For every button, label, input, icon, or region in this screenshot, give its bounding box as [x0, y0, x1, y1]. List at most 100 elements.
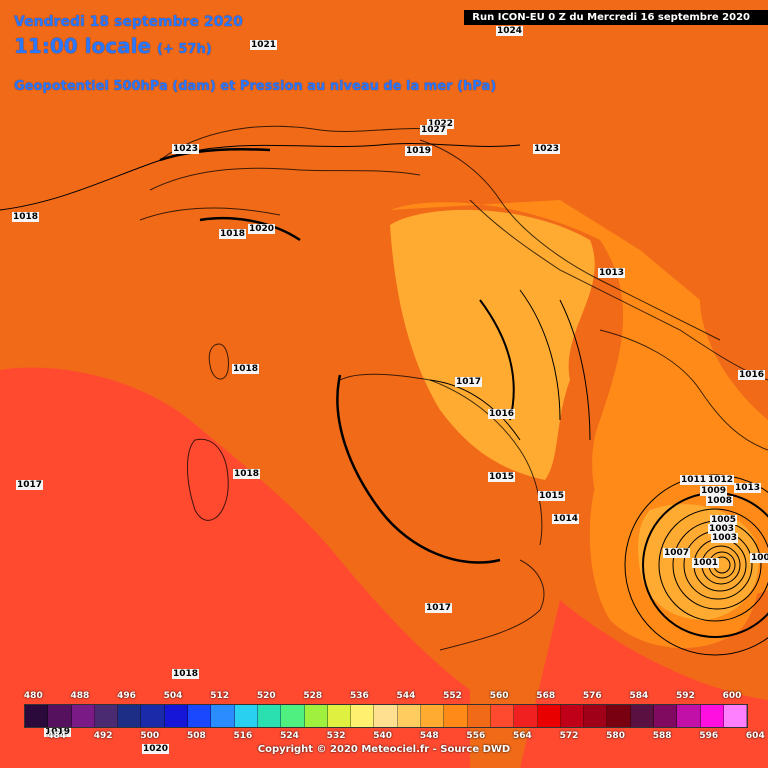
- legend-swatch: [141, 705, 165, 727]
- legend-tick-upper: 496: [117, 691, 136, 701]
- run-info: Run ICON-EU 0 Z du Mercredi 16 septembre…: [464, 10, 768, 25]
- legend-tick-lower: 508: [186, 731, 206, 741]
- pressure-label: 1021: [250, 40, 278, 50]
- pressure-label: 1016: [738, 370, 766, 380]
- legend-tick-lower: 524: [280, 731, 299, 741]
- legend-swatch: [700, 705, 724, 727]
- legend-tick-lower: 492: [93, 731, 113, 741]
- pressure-label: 1007: [663, 548, 691, 558]
- pressure-label: 1018: [12, 212, 40, 222]
- pressure-label: 1018: [233, 469, 261, 479]
- pressure-label: 1011: [680, 475, 708, 485]
- legend-tick-upper: 512: [210, 691, 230, 701]
- pressure-label: 1015: [488, 472, 516, 482]
- pressure-label: 1017: [16, 480, 44, 490]
- legend-swatch: [467, 705, 491, 727]
- legend-tick-upper: 520: [256, 691, 276, 701]
- legend-swatch: [25, 705, 49, 727]
- legend-swatch: [281, 705, 305, 727]
- pressure-label: 1018: [219, 229, 247, 239]
- local-time: 11:00 locale: [14, 34, 151, 58]
- pressure-label: 1024: [496, 26, 524, 36]
- legend-swatch: [48, 705, 72, 727]
- band-568-light: [390, 209, 595, 481]
- legend-tick-upper: 560: [489, 691, 509, 701]
- forecast-offset: (+ 57h): [157, 42, 212, 57]
- legend-swatch: [537, 705, 561, 727]
- pressure-label: 1006: [750, 553, 768, 563]
- legend-swatch: [560, 705, 585, 727]
- forecast-date: Vendredi 18 septembre 2020: [14, 14, 243, 30]
- legend-tick-lower: 588: [652, 731, 672, 741]
- legend-swatch: [421, 705, 445, 727]
- pressure-label: 1003: [708, 524, 736, 534]
- map-description: Geopotentiel 500hPa (dam) et Pression au…: [14, 79, 497, 94]
- legend-swatch: [723, 705, 748, 727]
- legend-tick-upper: 592: [676, 691, 695, 701]
- pressure-label: 1023: [172, 144, 200, 154]
- pressure-label: 1017: [455, 377, 483, 387]
- legend-swatch: [71, 705, 95, 727]
- legend-swatch: [118, 705, 142, 727]
- legend-swatch: [327, 705, 352, 727]
- pressure-label: 1009: [700, 486, 728, 496]
- legend-tick-lower: 564: [513, 731, 532, 741]
- pressure-label: 1020: [248, 224, 276, 234]
- legend-swatch: [257, 705, 282, 727]
- legend-tick-lower: 500: [140, 731, 160, 741]
- legend-swatch: [234, 705, 258, 727]
- legend-tick-lower: 604: [745, 731, 765, 741]
- forecast-time: 11:00 locale (+ 57h): [14, 34, 212, 58]
- legend-tick-lower: 540: [373, 731, 393, 741]
- legend-tick-lower: 532: [326, 731, 346, 741]
- pressure-label: 1022: [427, 119, 455, 129]
- legend-swatch: [397, 705, 422, 727]
- pressure-label: 1008: [706, 496, 734, 506]
- legend-swatch: [304, 705, 328, 727]
- legend-swatch: [677, 705, 701, 727]
- legend-swatch: [188, 705, 212, 727]
- legend-tick-upper: 480: [23, 691, 43, 701]
- pressure-label: 1003: [711, 533, 739, 543]
- color-legend: [24, 704, 748, 728]
- legend-swatch: [654, 705, 678, 727]
- legend-swatch: [444, 705, 468, 727]
- legend-swatch: [351, 705, 375, 727]
- pressure-label: 1013: [598, 268, 626, 278]
- pressure-label: 1017: [425, 603, 453, 613]
- pressure-label: 1019: [44, 727, 72, 737]
- legend-swatch: [630, 705, 655, 727]
- pressure-label: 1027: [420, 125, 448, 135]
- legend-swatch: [514, 705, 538, 727]
- legend-swatch: [490, 705, 515, 727]
- legend-tick-upper: 544: [396, 691, 416, 701]
- pressure-label: 1018: [232, 364, 260, 374]
- pressure-label: 1015: [538, 491, 566, 501]
- legend-tick-upper: 584: [629, 691, 649, 701]
- legend-tick-lower: 580: [606, 731, 625, 741]
- legend-tick-lower: 596: [699, 731, 719, 741]
- pressure-label: 1019: [405, 146, 433, 156]
- legend-tick-upper: 488: [70, 691, 90, 701]
- legend-swatch: [584, 705, 608, 727]
- pressure-label: 1001: [692, 558, 720, 568]
- pressure-label: 1013: [734, 483, 762, 493]
- legend-tick-upper: 536: [349, 691, 369, 701]
- legend-tick-upper: 504: [163, 691, 183, 701]
- legend-tick-upper: 552: [443, 691, 462, 701]
- legend-tick-lower: 484: [47, 731, 66, 741]
- legend-tick-lower: 548: [419, 731, 439, 741]
- coastlines: [139, 125, 768, 651]
- legend-swatch: [607, 705, 631, 727]
- legend-tick-lower: 572: [559, 731, 579, 741]
- legend-swatch: [94, 705, 119, 727]
- legend-tick-upper: 528: [303, 691, 323, 701]
- pressure-label: 1018: [172, 669, 200, 679]
- pressure-label: 1005: [710, 515, 738, 525]
- legend-tick-upper: 568: [536, 691, 556, 701]
- band-580-red: [0, 367, 470, 768]
- legend-swatch: [211, 705, 235, 727]
- legend-tick-lower: 556: [466, 731, 486, 741]
